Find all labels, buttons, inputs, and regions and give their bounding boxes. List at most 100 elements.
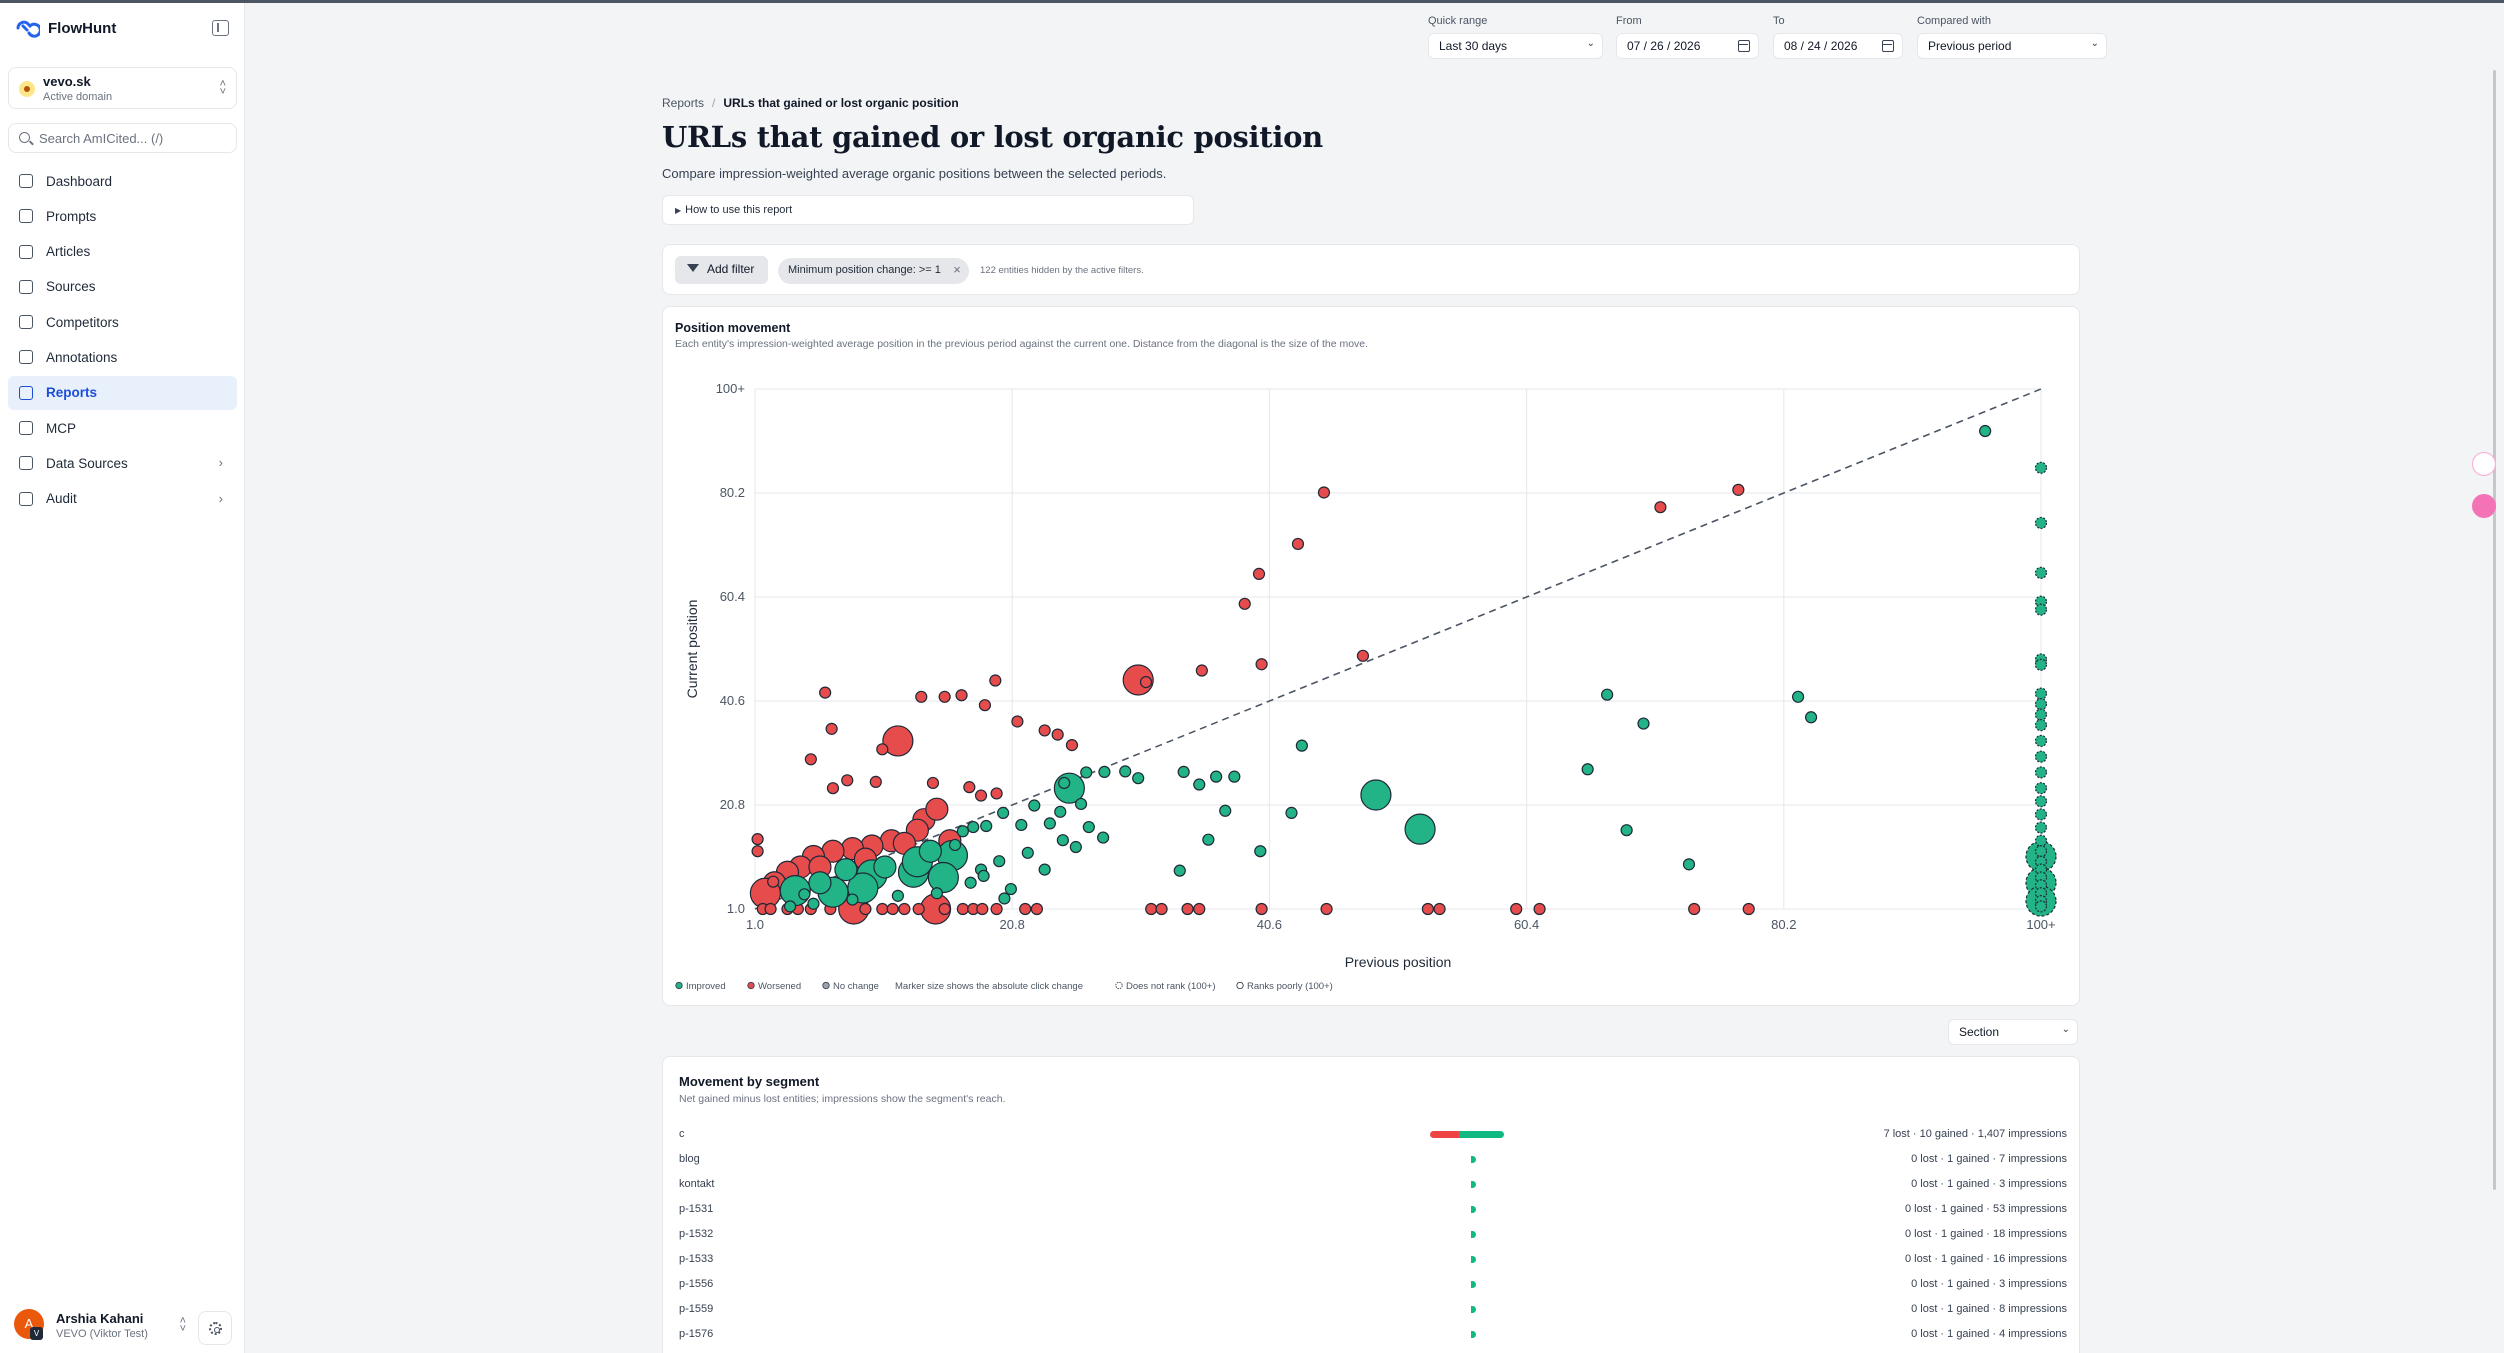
segment-row[interactable]: blog 0 lost · 1 gained · 7 impressions [679,1148,2067,1172]
improved-point [1219,804,1232,817]
assistant-float-icon[interactable] [2472,452,2496,476]
worsened-point [886,902,899,916]
search-input[interactable]: Search AmICited... (/) [39,131,164,146]
worsened-point [751,833,764,846]
chart-subtitle: Each entity's impression-weighted averag… [675,338,1369,350]
sidebar-item-annotations[interactable]: Annotations [8,340,237,374]
improved-point [1173,864,1186,877]
chevron-right-icon: › [218,455,223,471]
brand-name: FlowHunt [48,19,117,37]
segment-row[interactable]: p-1531 0 lost · 1 gained · 53 impressions [679,1198,2067,1222]
x-tick-label: 100+ [2026,917,2055,932]
worsened-point [1421,902,1434,916]
sidebar-item-mcp[interactable]: MCP [8,411,237,445]
segment-row[interactable]: p-1533 0 lost · 1 gained · 16 impressions [679,1248,2067,1272]
worsened-point [764,902,777,916]
segment-name: blog [679,1153,700,1165]
worsened-point [955,689,968,702]
worsened-point [989,674,1002,687]
worsened-point [915,690,928,703]
improved-point [846,893,859,906]
sidebar-item-data-sources[interactable]: Data Sources › [8,446,237,480]
breadcrumb-reports[interactable]: Reports [662,96,705,110]
sidebar-item-dashboard[interactable]: Dashboard [8,164,237,198]
segment-stats: 0 lost · 1 gained · 53 impressions [1904,1203,2067,1215]
quick-range-select[interactable]: Last 30 days ⌄ [1428,33,1603,59]
legend-label: Does not rank (100+) [1126,981,1216,992]
settings-button[interactable] [198,1311,232,1345]
segment-row[interactable]: kontakt 0 lost · 1 gained · 3 impressions [679,1173,2067,1197]
user-org: VEVO (Viktor Test) [56,1328,148,1340]
user-menu[interactable]: A V Arshia Kahani VEVO (Viktor Test) ˄ ˅ [8,1303,190,1347]
segment-row[interactable]: p-3480 lost · 1 gained · 1 impressions [679,1348,2067,1353]
improved-point [2034,821,2048,834]
worsened-point [926,776,940,790]
sidebar-item-sources[interactable]: Sources [8,270,237,304]
worsened-point [841,774,854,787]
worsened-point [819,686,832,699]
compared-select[interactable]: Previous period ⌄ [1917,33,2107,59]
segment-row[interactable]: p-1559 0 lost · 1 gained · 8 impressions [679,1298,2067,1322]
worsened-point [876,743,889,756]
segment-row[interactable]: p-1532 0 lost · 1 gained · 18 impressions [679,1223,2067,1247]
from-date-value: 07 / 26 / 2026 [1627,39,1701,53]
worsened-point [1195,664,1208,677]
filter-chip[interactable]: Minimum position change: >= 1 × [778,258,969,284]
improved-point [998,892,1011,905]
x-tick-label: 60.4 [1514,917,1539,932]
compared-label: Compared with [1917,15,1991,27]
help-float-icon[interactable] [2472,494,2496,518]
collapse-sidebar-icon[interactable] [212,20,229,36]
brand[interactable]: FlowHunt [14,17,116,39]
improved-point [2034,834,2048,847]
sidebar-item-label: Dashboard [46,173,113,189]
sidebar-item-competitors[interactable]: Competitors [8,305,237,339]
segment-row[interactable]: p-1556 0 lost · 1 gained · 3 impressions [679,1273,2067,1297]
worsened-point [859,902,872,916]
scatter-chart[interactable]: 1.0 20.8 40.6 60.4 80.2 100+ 1.0 20.8 40.6 60.4 80… [663,307,2081,1007]
chevron-down-icon: ⌄ [1586,38,1595,49]
worsened-point [1252,567,1266,580]
to-date-input[interactable]: 08 / 24 / 2026 [1773,33,1903,59]
y-tick-label: 80.2 [720,485,745,500]
segment-row[interactable]: p-1576 0 lost · 1 gained · 4 impressions [679,1323,2067,1347]
segment-select[interactable]: Section ⌄ [1948,1019,2078,1045]
y-tick-label: 20.8 [720,797,745,812]
calendar-icon[interactable] [1738,40,1750,52]
segment-stats: 0 lost · 1 gained · 8 impressions [1911,1303,2067,1315]
close-icon[interactable]: × [953,262,961,277]
chevron-updown-icon: ˄ ˅ [219,78,226,98]
sidebar-item-audit[interactable]: Audit › [8,482,237,516]
sidebar-item-reports[interactable]: Reports [8,375,237,410]
improved-point [2034,750,2048,763]
y-axis-label: Current position [684,600,700,699]
segment-row[interactable]: c 7 lost · 10 gained · 1,407 impressions [679,1123,2067,1147]
sidebar-item-prompts[interactable]: Prompts [8,199,237,233]
domain-switcher[interactable]: vevo.sk Active domain ˄ ˅ [8,67,237,109]
breadcrumb: Reports / URLs that gained or lost organic… [662,96,959,110]
sidebar-item-label: Data Sources [46,455,128,471]
add-filter-button[interactable]: Add filter [675,256,768,284]
improved-point [1791,690,1805,703]
filter-chip-label: Minimum position change: >= 1 [788,264,941,276]
sidebar-item-articles[interactable]: Articles [8,235,237,269]
from-date-input[interactable]: 07 / 26 / 2026 [1616,33,1759,59]
improved-point [873,855,897,879]
calendar-icon[interactable] [1882,40,1894,52]
articles-icon [19,244,33,259]
worsened-point [751,845,764,858]
add-filter-label: Add filter [707,262,755,276]
improved-point [1637,717,1650,730]
quick-range-value: Last 30 days [1439,39,1508,53]
improved-point [948,838,962,852]
search-box[interactable]: Search AmICited... (/) [8,123,237,153]
how-to-disclosure[interactable]: ▶ How to use this report [662,195,1194,225]
segment-gained-bar [1471,1156,1477,1163]
scrollbar[interactable] [2493,70,2499,1190]
avatar: A [14,1309,44,1339]
worsened-point [925,797,949,821]
improved-point [1004,882,1018,896]
caret-right-icon: ▶ [675,206,682,215]
segment-title: Movement by segment [679,1074,820,1089]
worsened-point [1510,902,1523,916]
